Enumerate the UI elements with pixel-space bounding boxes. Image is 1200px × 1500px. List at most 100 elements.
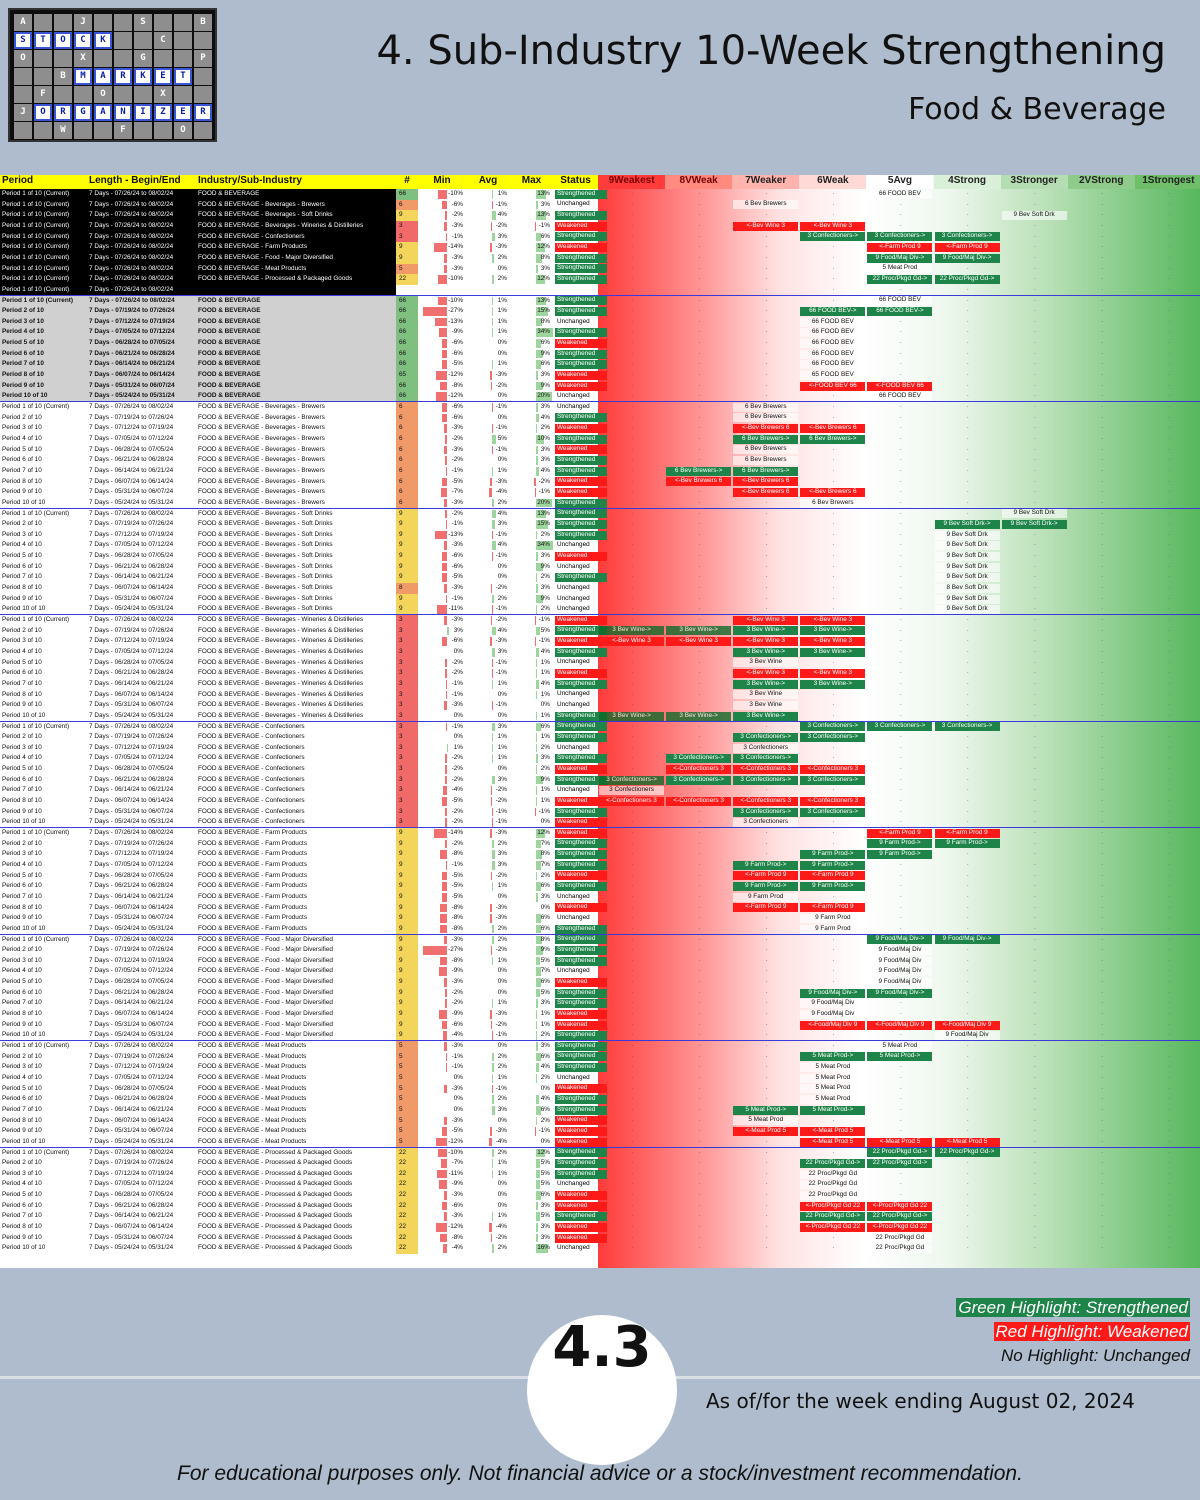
empty-marker: .	[1168, 1244, 1171, 1251]
empty-marker: .	[967, 903, 969, 910]
min-cell: 0%	[453, 711, 463, 719]
max-cell: 2%	[510, 423, 553, 434]
avg-bar	[492, 679, 494, 689]
empty-marker: .	[899, 882, 902, 889]
empty-marker: .	[698, 882, 701, 889]
length-cell: 7 Days - 05/24/24 to 05/31/24	[89, 1244, 174, 1252]
max-bar	[535, 797, 537, 806]
industry-cell: FOOD & BEVERAGE - Beverages - Brewers	[198, 403, 325, 410]
empty-marker: .	[967, 754, 969, 761]
empty-marker: .	[765, 1095, 768, 1102]
category-tag: 9 Food/Maj Div	[934, 1031, 1000, 1041]
status-cell: Strengthened	[555, 711, 607, 721]
min-cell: -5%	[418, 871, 466, 882]
count-cell: 9	[396, 870, 418, 882]
max-cell: 6%	[510, 913, 553, 924]
avg-cell: -1%	[491, 530, 507, 540]
min-bar	[438, 296, 447, 306]
status-cell: Weakened	[555, 615, 607, 625]
empty-marker: .	[1101, 743, 1103, 750]
period-cell: Period 2 of 10	[2, 733, 42, 741]
empty-marker: .	[631, 445, 634, 452]
length-cell: 7 Days - 07/05/24 to 07/12/24	[89, 434, 174, 442]
length-cell: 7 Days - 05/24/24 to 05/31/24	[89, 924, 174, 932]
period-cell: Period 1 of 10 (Current)	[2, 829, 70, 836]
period-cell: Period 4 of 10	[2, 754, 42, 762]
min-cell: -5%	[418, 1126, 466, 1137]
industry-cell: FOOD & BEVERAGE - Food - Major Diversifi…	[198, 935, 333, 943]
status-cell: Weakened	[555, 445, 607, 455]
period-cell: Period 5 of 10	[2, 978, 42, 986]
min-cell: -2%	[418, 509, 466, 520]
category-tag: 9 Bev Soft Drk	[934, 562, 1000, 572]
period-cell: Period 10 of 10	[2, 1137, 46, 1145]
length-cell: 7 Days - 07/05/24 to 07/12/24	[89, 1180, 174, 1188]
count-cell: 66	[396, 306, 418, 317]
max-bar	[535, 1116, 538, 1126]
period-cell: Period 4 of 10	[2, 328, 44, 336]
max-bar	[535, 850, 543, 859]
avg-bar	[492, 1244, 494, 1253]
empty-marker: .	[1168, 701, 1171, 708]
min-cell: -13%	[418, 317, 466, 328]
empty-marker: .	[899, 818, 902, 825]
min-bar	[445, 754, 447, 764]
empty-marker: .	[631, 860, 634, 867]
count-cell: 9	[396, 519, 418, 530]
empty-marker: .	[1168, 200, 1171, 207]
empty-marker: .	[1168, 275, 1171, 282]
status-cell: Weakened	[555, 1137, 607, 1147]
status-cell: Strengthened	[555, 1031, 607, 1041]
empty-marker: .	[1101, 360, 1103, 367]
status-cell: Strengthened	[555, 498, 607, 508]
length-cell: 7 Days - 06/14/24 to 06/21/24	[89, 892, 174, 900]
count-cell: 5	[396, 1041, 418, 1052]
industry-cell: FOOD & BEVERAGE	[198, 307, 261, 315]
empty-marker: .	[631, 956, 634, 963]
empty-marker: .	[832, 190, 835, 196]
empty-marker: .	[765, 1073, 768, 1080]
category-tag: 9 Food/Maj Div->	[867, 935, 933, 945]
count-cell: 9	[396, 977, 418, 988]
industry-cell: FOOD & BEVERAGE - Farm Products	[198, 243, 308, 251]
empty-marker: .	[698, 669, 701, 676]
avg-cell: -1%	[491, 403, 507, 412]
status-cell: Strengthened	[555, 807, 607, 817]
min-bar	[444, 1116, 447, 1126]
min-bar	[442, 1127, 447, 1136]
max-bar	[535, 317, 543, 327]
status-cell: Strengthened	[555, 509, 607, 519]
industry-cell: FOOD & BEVERAGE - Beverages - Brewers	[198, 434, 325, 442]
avg-cell: -1%	[491, 1084, 507, 1094]
min-bar	[439, 850, 447, 859]
logo-tile	[74, 86, 92, 103]
avg-bar	[489, 903, 493, 913]
empty-marker: .	[1101, 1191, 1103, 1198]
period-cell: Period 8 of 10	[2, 1010, 42, 1018]
empty-marker: .	[1034, 1223, 1036, 1230]
max-bar	[535, 978, 541, 987]
status-cell: Unchanged	[557, 892, 590, 900]
period-cell: Period 1 of 10 (Current)	[2, 200, 70, 208]
empty-marker: .	[765, 1137, 768, 1144]
category-tag: 6 Bev Brewers	[733, 445, 799, 455]
empty-marker: .	[1101, 999, 1103, 1006]
avg-bar	[491, 605, 493, 614]
max-cell: 3%	[510, 1201, 553, 1212]
period-cell: Period 2 of 10	[2, 839, 42, 847]
category-tag: <-Bev Wine 3	[733, 221, 799, 231]
max-cell: 9%	[510, 594, 553, 605]
page-subtitle: Food & Beverage	[908, 92, 1166, 127]
empty-marker: .	[698, 1020, 701, 1027]
empty-marker: .	[765, 924, 768, 931]
industry-cell: FOOD & BEVERAGE - Farm Products	[198, 892, 308, 900]
industry-cell: FOOD & BEVERAGE - Beverages - Wineries &…	[198, 690, 364, 698]
min-bar	[446, 743, 448, 753]
empty-marker: .	[1168, 1191, 1171, 1198]
empty-marker: .	[698, 892, 701, 899]
empty-marker: .	[765, 509, 768, 516]
empty-marker: .	[1034, 200, 1036, 207]
max-bar	[535, 892, 539, 902]
category-tag: <-Bev Wine 3	[733, 615, 799, 625]
min-bar	[445, 860, 447, 870]
